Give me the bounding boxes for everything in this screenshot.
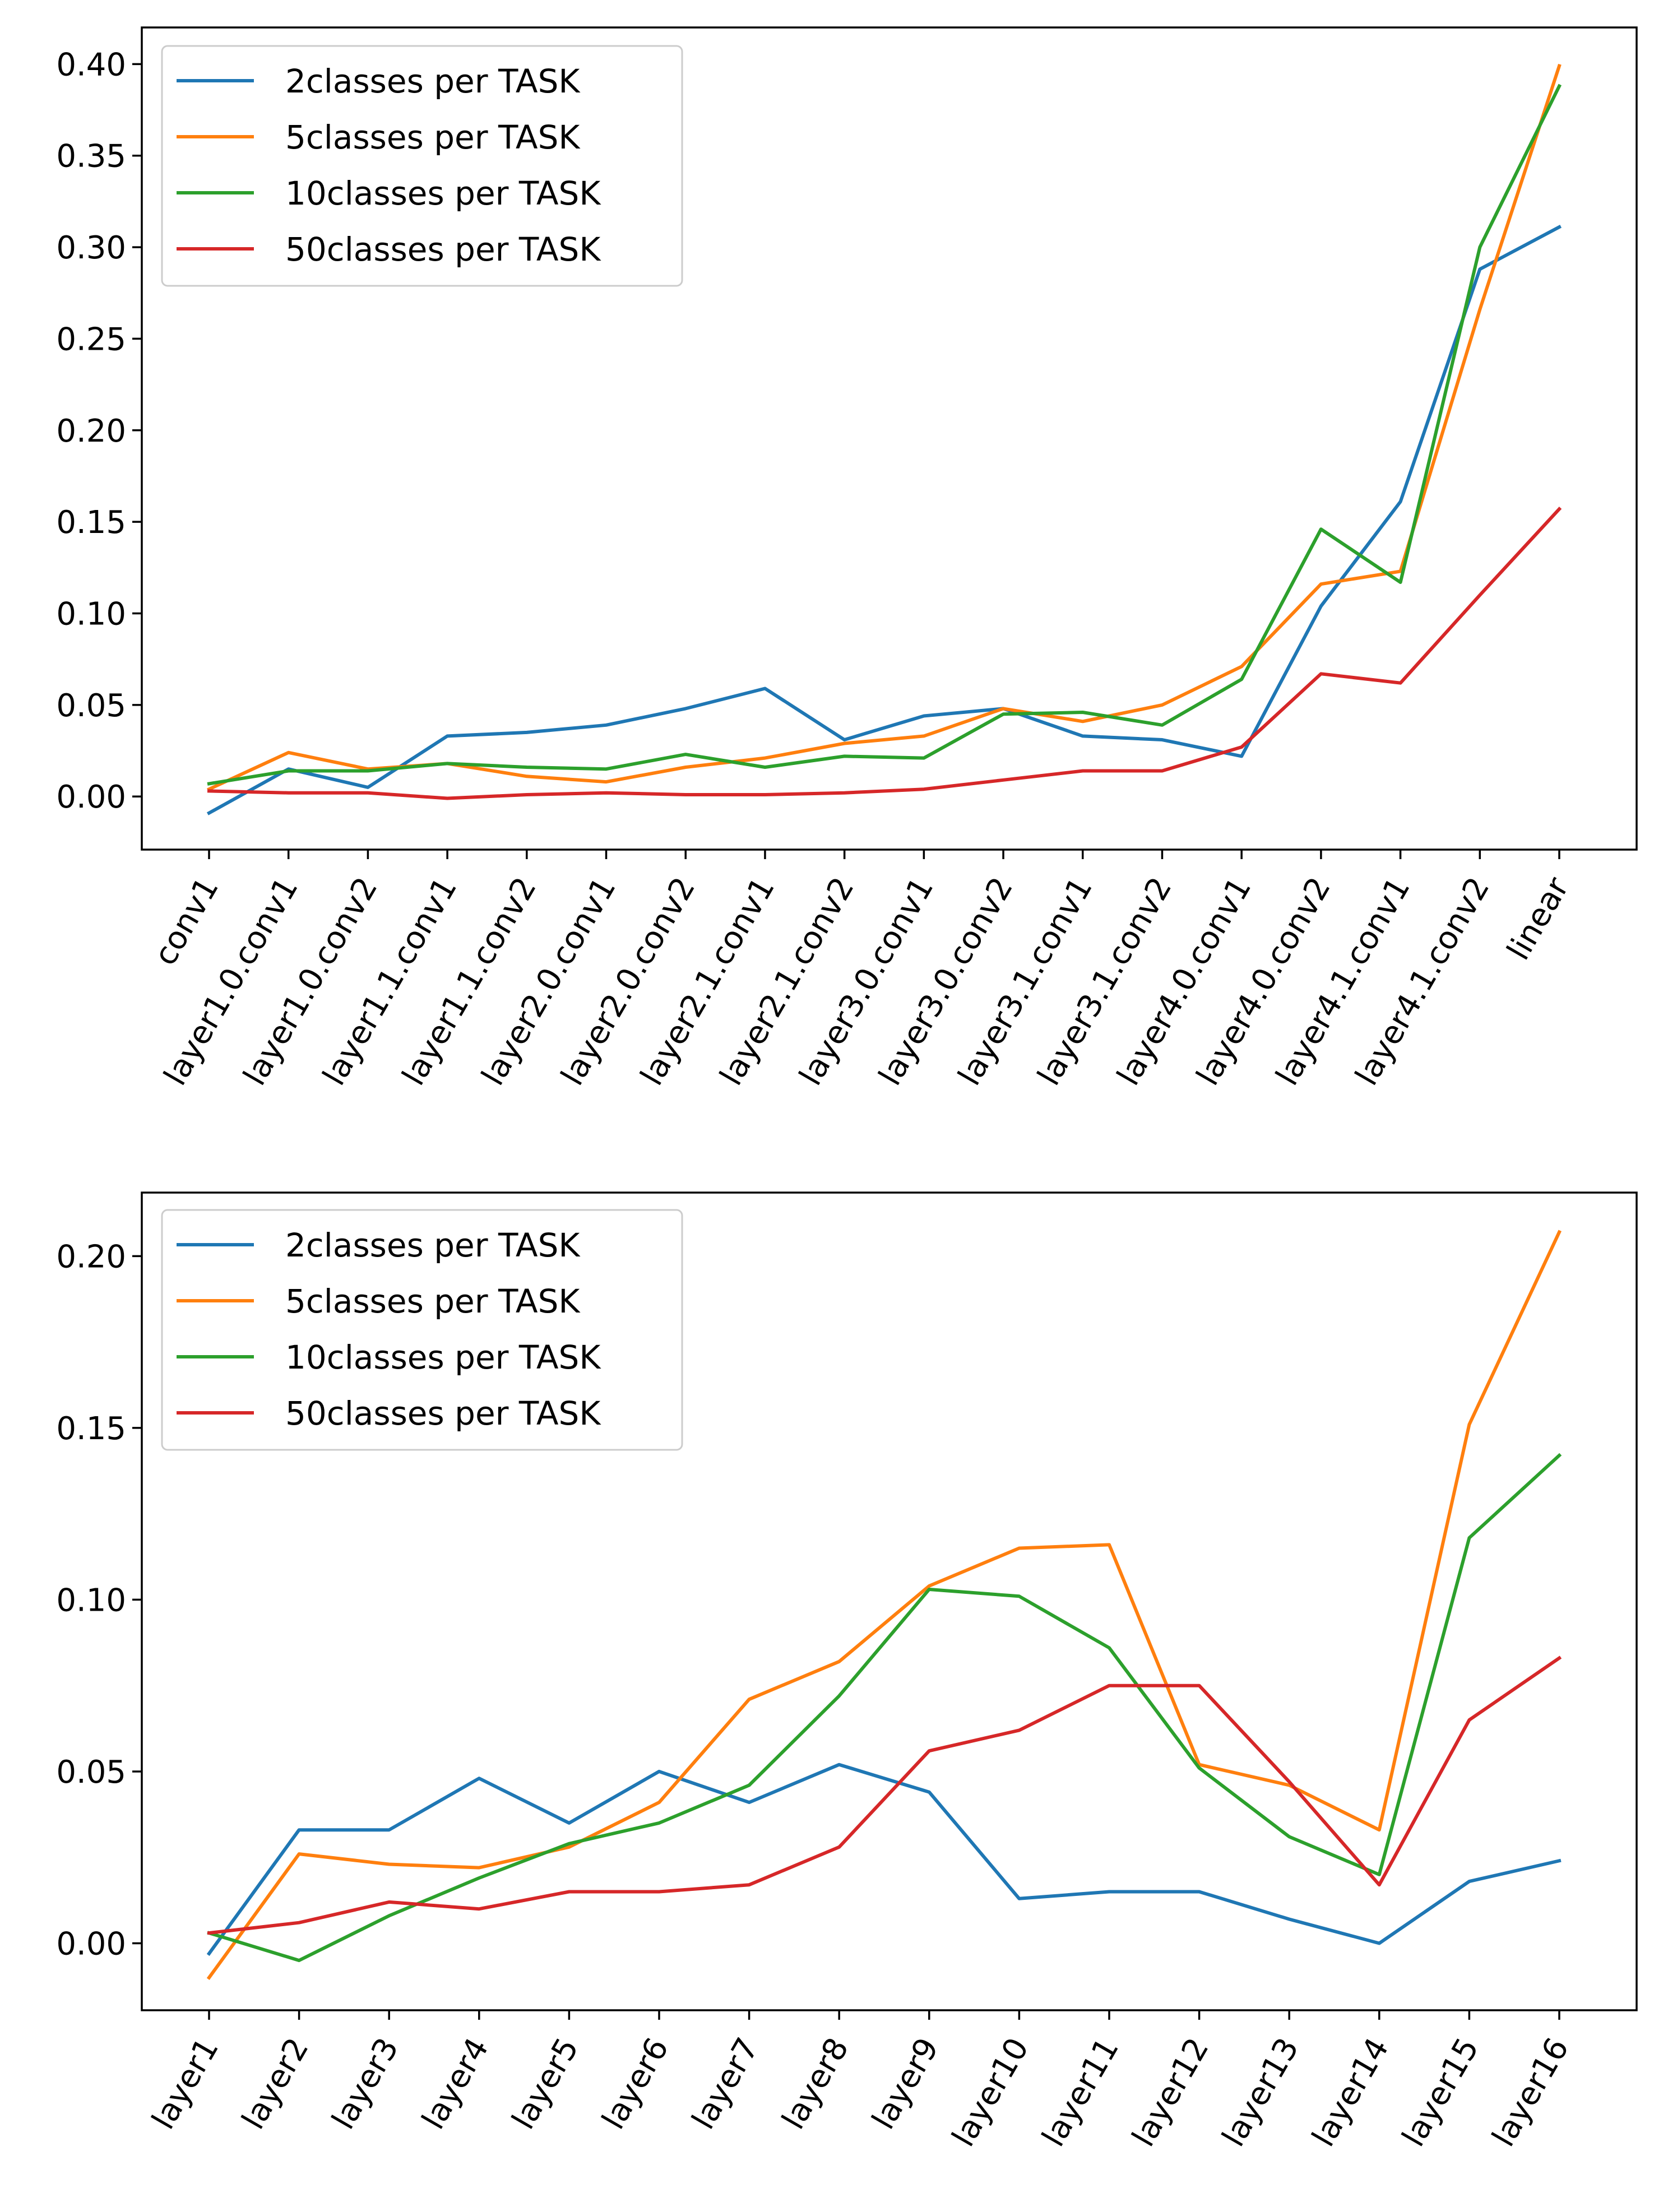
chart-top-y-tick-label: 0.30 [56,230,126,266]
chart-top-series-line-3 [207,84,1562,786]
chart-top-y-tick-label: 0.10 [56,596,126,633]
chart-top-plot-area [206,63,1562,815]
chart-bottom-legend-label: 5classes per TASK [285,1282,581,1320]
chart-top-y-tick-label: 0.00 [56,779,126,815]
chart-bottom-y-tick-label: 0.20 [56,1239,126,1275]
chart-top-series-line-1 [206,225,1562,815]
chart-bottom-series-line-4 [207,1655,1562,1935]
chart-bottom-legend: 2classes per TASK 5classes per TASK 10clas… [161,1209,683,1451]
chart-top-legend-box [161,45,683,287]
chart-top-legend-label: 10classes per TASK [285,174,601,212]
chart-bottom-legend-label: 50classes per TASK [285,1394,601,1432]
chart-top-legend-label: 2classes per TASK [285,62,581,100]
chart-bottom-y-tick-label: 0.05 [56,1754,126,1791]
chart-bottom-legend-box [161,1209,683,1451]
chart-top-y-axis: 0.00 0.05 0.10 0.15 0.20 0.25 0.30 0.35 0.40 [56,47,142,815]
chart-bottom-y-tick-label: 0.00 [56,1926,126,1962]
chart-top-legend-label: 50classes per TASK [285,230,601,268]
chart-bottom-axes-frame [141,1191,1638,2011]
chart-bottom-y-tick-label: 0.15 [56,1411,126,1447]
chart-top-y-tick-label: 0.35 [56,138,126,175]
chart-bottom-series-line-1 [206,1763,1562,1956]
chart-top-legend: 2classes per TASK 5classes per TASK 10clas… [161,45,683,287]
chart-bottom-legend-label: 2classes per TASK [285,1226,581,1264]
chart-bottom-legend-label: 10classes per TASK [285,1338,601,1376]
chart-top-axes-frame [141,26,1638,851]
chart-top-series-line-4 [207,507,1562,800]
chart-bottom-series-line-2 [206,1230,1562,1980]
chart-top-y-tick-label: 0.25 [56,321,126,358]
chart-top-y-tick-label: 0.15 [56,504,126,541]
chart-top-legend-label: 5classes per TASK [285,118,581,156]
chart-bottom-series-line-3 [207,1453,1562,1963]
chart-bottom-plot-area [206,1230,1562,1980]
chart-top-y-tick-label: 0.20 [56,413,126,449]
chart-bottom-y-tick-label: 0.10 [56,1582,126,1619]
chart-top-y-tick-label: 0.40 [56,47,126,83]
chart-bottom-y-axis: 0.00 0.05 0.10 0.15 0.20 [56,1239,142,1962]
chart-top-y-tick-label: 0.05 [56,688,126,724]
